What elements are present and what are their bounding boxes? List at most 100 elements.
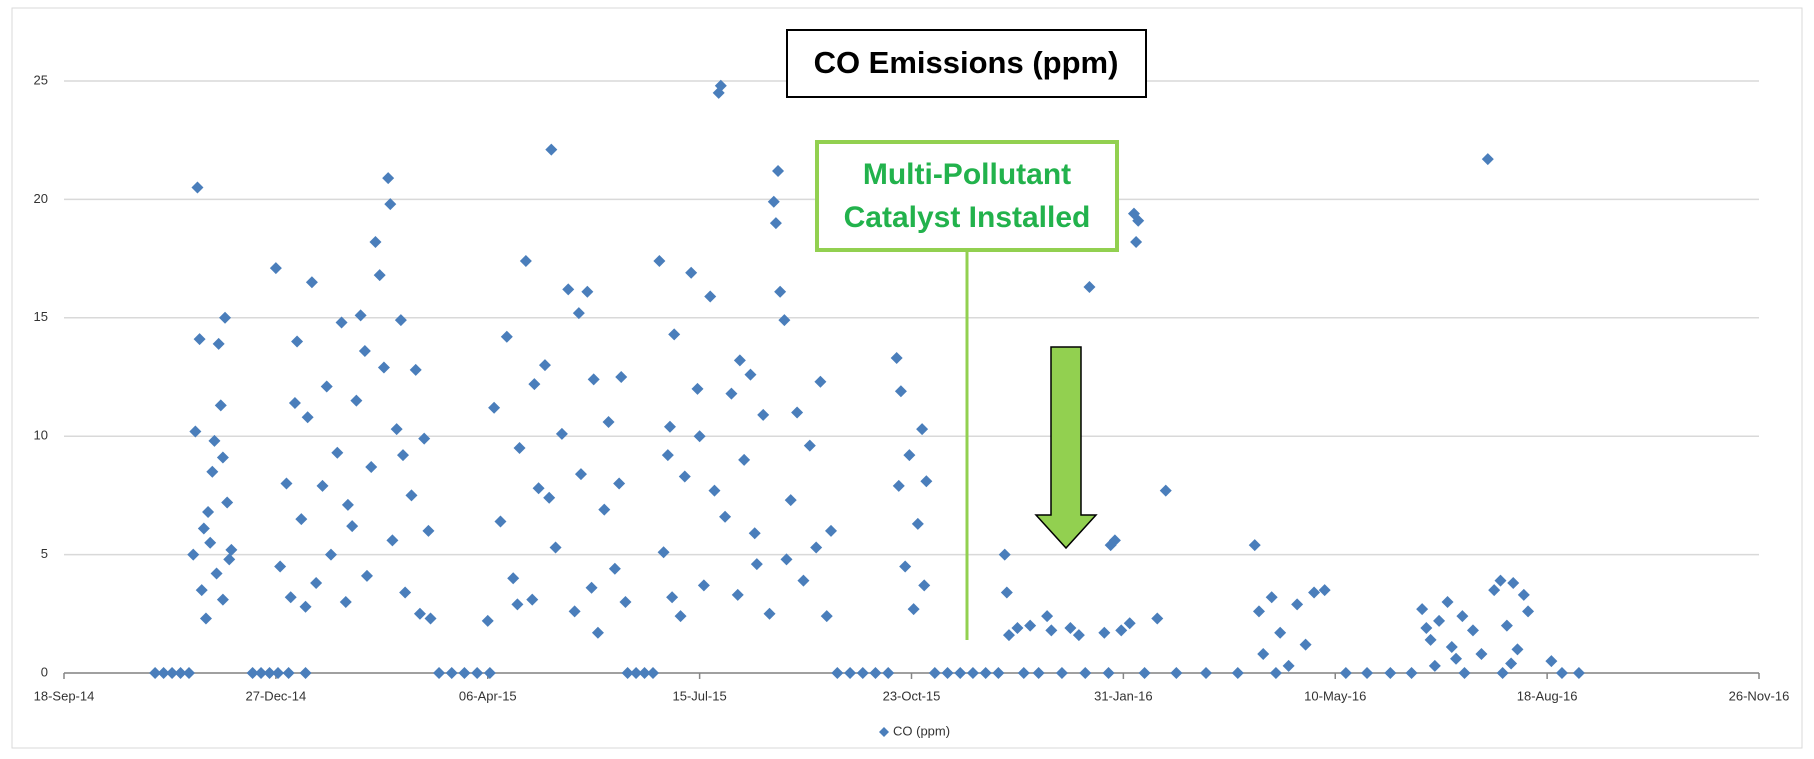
- point: [1079, 667, 1092, 679]
- point: [532, 482, 545, 495]
- point: [1200, 667, 1213, 679]
- point: [271, 667, 284, 679]
- point: [907, 603, 920, 616]
- point: [733, 354, 746, 367]
- point: [1545, 655, 1558, 668]
- point: [187, 548, 200, 561]
- point: [1248, 539, 1261, 552]
- callout-box: [815, 140, 1119, 252]
- point: [214, 399, 227, 412]
- point: [568, 605, 581, 618]
- point: [339, 595, 352, 608]
- point: [1151, 612, 1164, 625]
- point: [797, 574, 810, 587]
- point: [189, 425, 202, 438]
- x-tick-label: 23-Oct-15: [883, 688, 941, 703]
- point: [299, 600, 312, 613]
- point: [221, 496, 234, 509]
- point: [418, 432, 431, 445]
- point: [397, 449, 409, 462]
- x-tick-label: 31-Jan-16: [1094, 688, 1153, 703]
- point: [1282, 659, 1295, 672]
- point: [602, 415, 615, 428]
- point: [1123, 617, 1136, 630]
- point: [920, 475, 933, 488]
- point: [1130, 236, 1143, 249]
- point: [390, 423, 403, 436]
- point: [587, 373, 600, 386]
- point: [193, 333, 206, 346]
- point: [992, 667, 1005, 679]
- point: [526, 593, 539, 606]
- point: [562, 283, 575, 296]
- point: [791, 406, 804, 419]
- point: [581, 285, 594, 298]
- point: [1265, 591, 1278, 604]
- point: [1424, 633, 1437, 646]
- point: [598, 503, 611, 516]
- point: [320, 380, 333, 393]
- point: [1072, 629, 1085, 642]
- point: [1055, 667, 1068, 679]
- point: [305, 276, 318, 289]
- point: [494, 515, 507, 528]
- point: [916, 423, 929, 436]
- y-tick-label: 25: [34, 72, 48, 87]
- point: [204, 536, 217, 549]
- point: [483, 667, 496, 679]
- point: [1450, 652, 1463, 665]
- point: [174, 667, 187, 679]
- point: [149, 667, 162, 679]
- point: [1488, 584, 1501, 597]
- x-tick-label: 15-Jul-15: [673, 688, 727, 703]
- point: [892, 479, 905, 492]
- point: [223, 553, 236, 566]
- point: [685, 266, 698, 279]
- point: [216, 593, 229, 606]
- point: [778, 314, 791, 327]
- point: [657, 546, 670, 559]
- point: [714, 79, 727, 92]
- point: [661, 449, 674, 462]
- x-tick-label: 18-Sep-14: [34, 688, 95, 703]
- point: [1505, 657, 1518, 670]
- point: [1384, 667, 1397, 679]
- point: [555, 427, 568, 440]
- point: [422, 524, 435, 537]
- point: [757, 408, 770, 421]
- point: [310, 577, 323, 590]
- point: [197, 522, 210, 535]
- point: [365, 460, 378, 473]
- point: [966, 667, 979, 679]
- y-tick-label: 15: [34, 309, 48, 324]
- point: [409, 363, 422, 376]
- point: [1064, 622, 1077, 635]
- point: [1456, 610, 1469, 623]
- point: [704, 290, 717, 303]
- legend-label: CO (ppm): [893, 723, 950, 738]
- point: [1159, 484, 1172, 497]
- point: [255, 667, 268, 679]
- point: [538, 359, 551, 372]
- point: [738, 453, 751, 466]
- point: [1299, 638, 1312, 651]
- point: [212, 337, 225, 350]
- point: [399, 586, 412, 599]
- point: [630, 667, 643, 679]
- point: [335, 316, 348, 329]
- point: [1291, 598, 1304, 611]
- point: [1132, 214, 1145, 227]
- x-tick-label: 06-Apr-15: [459, 688, 517, 703]
- point: [481, 614, 494, 627]
- point: [299, 667, 312, 679]
- point: [708, 484, 721, 497]
- point: [1458, 667, 1471, 679]
- annotation-line: Catalyst Installed: [844, 201, 1091, 234]
- point: [1500, 619, 1513, 632]
- point: [1024, 619, 1037, 632]
- point: [373, 269, 386, 282]
- point: [899, 560, 912, 573]
- point: [831, 667, 844, 679]
- point: [903, 449, 916, 462]
- point: [890, 352, 903, 365]
